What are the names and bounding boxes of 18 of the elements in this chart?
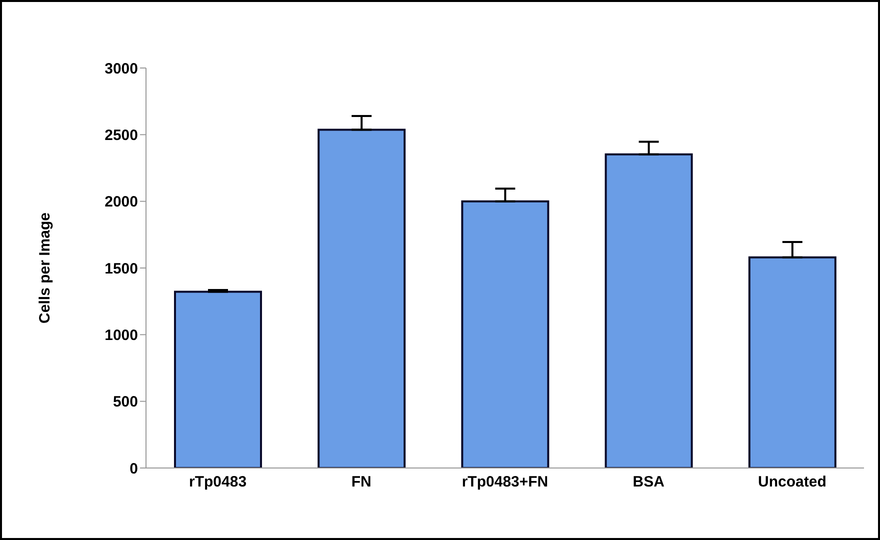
y-tick-label: 2000: [104, 194, 138, 211]
bar: [461, 200, 550, 468]
x-tick-label: BSA: [632, 474, 665, 491]
y-tick-label: 0: [130, 460, 138, 478]
y-axis-title: Cells per Image: [36, 212, 54, 324]
y-tick-label: 1500: [104, 260, 138, 278]
y-tick-label: 2500: [104, 126, 138, 144]
x-tick-label: FN: [351, 474, 372, 491]
bar: [174, 290, 262, 468]
x-tick-label: rTp0483: [189, 474, 247, 491]
bar: [604, 153, 693, 468]
y-tick-label: 3000: [104, 60, 138, 78]
x-tick-label: rTp0483+FN: [462, 474, 548, 491]
y-tick-label: 500: [112, 394, 138, 411]
bar: [748, 256, 836, 468]
bar: [318, 128, 406, 468]
x-tick-label: Uncoated: [758, 474, 826, 491]
y-tick-label: 1000: [104, 326, 138, 344]
